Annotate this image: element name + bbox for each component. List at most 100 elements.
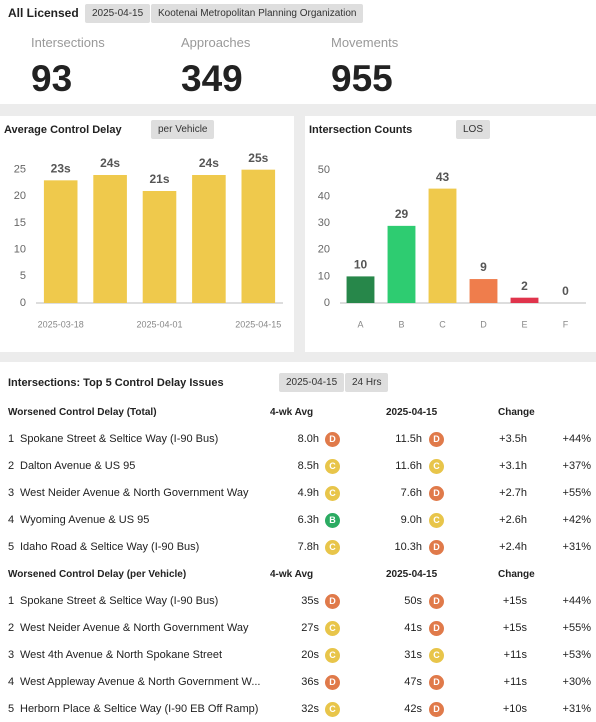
org-chip[interactable]: Kootenai Metropolitan Planning Organizat…	[151, 4, 364, 23]
chart: 0 5 10 15 20 25 23s 2025-03-18 24s 21s 2025-04-01 2…	[14, 151, 283, 329]
bar	[510, 297, 539, 303]
bar	[43, 180, 78, 303]
stat-label: Intersections	[31, 35, 105, 50]
intersection-name[interactable]: Herborn Place & Seltice Way (I-90 EB Off…	[20, 703, 259, 715]
rank: 5	[8, 541, 15, 553]
change: +2.7h	[499, 487, 527, 499]
value-label: 23s	[51, 162, 71, 176]
grade-badge: C	[429, 648, 444, 663]
y-tick-label: 5	[20, 270, 26, 282]
intersection-name[interactable]: Spokane Street & Seltice Way (I-90 Bus)	[20, 433, 219, 445]
grade-badge: C	[325, 459, 340, 474]
bar	[387, 225, 416, 303]
grade-badge: D	[429, 432, 444, 447]
change-pct: +30%	[562, 676, 591, 688]
filter-chip[interactable]: 24 Hrs	[345, 373, 389, 392]
intersection-name[interactable]: Idaho Road & Seltice Way (I-90 Bus)	[20, 541, 200, 553]
grade-badge: D	[429, 540, 444, 555]
change-pct: +55%	[562, 622, 591, 634]
date-chip[interactable]: 2025-04-15	[85, 4, 151, 23]
x-tick-label: D	[480, 319, 487, 329]
y-tick-label: 30	[318, 217, 330, 229]
current-delay: 9.0h	[400, 514, 422, 526]
page-title: All Licensed	[8, 6, 79, 20]
intersection-name[interactable]: West Appleway Avenue & North Government …	[20, 676, 261, 688]
toggle-chip[interactable]: per Vehicle	[151, 120, 215, 139]
value-label: 24s	[100, 156, 120, 170]
rank: 3	[8, 649, 15, 661]
change-pct: +31%	[562, 541, 591, 553]
change-pct: +53%	[562, 649, 591, 661]
rank: 1	[8, 595, 15, 607]
column-header: 4-wk Avg	[270, 407, 314, 418]
stat-value: 93	[31, 58, 73, 99]
y-tick-label: 20	[318, 244, 330, 256]
change-pct: +44%	[562, 433, 591, 445]
current-delay: 10.3h	[394, 541, 422, 553]
intersection-name[interactable]: West 4th Avenue & North Spokane Street	[20, 649, 222, 661]
grade-badge: C	[429, 513, 444, 528]
grade-badge: C	[325, 648, 340, 663]
current-delay: 50s	[404, 595, 422, 607]
column-header: Change	[498, 569, 535, 580]
current-delay: 42s	[404, 703, 422, 715]
current-delay: 7.6h	[400, 487, 422, 499]
change: +10s	[502, 703, 527, 715]
x-tick-label: A	[357, 319, 363, 329]
intersection-name[interactable]: West Neider Avenue & North Government Wa…	[20, 622, 249, 634]
change-pct: +55%	[562, 487, 591, 499]
current-delay: 41s	[404, 622, 422, 634]
table-panel: Intersections: Top 5 Control Delay Issue…	[0, 362, 596, 722]
grade-badge: D	[325, 675, 340, 690]
grade-badge: D	[429, 594, 444, 609]
change: +3.5h	[499, 433, 527, 445]
value-label: 9	[480, 260, 487, 274]
chart-title: Intersection Counts	[309, 124, 413, 136]
grade-badge: D	[429, 621, 444, 636]
value-label: 24s	[199, 156, 219, 170]
column-header: 4-wk Avg	[270, 569, 314, 580]
stat-label: Approaches	[181, 35, 251, 50]
rank: 3	[8, 487, 15, 499]
y-tick-label: 40	[318, 191, 330, 203]
grade-badge: C	[325, 486, 340, 501]
y-tick-label: 20	[14, 190, 26, 202]
avg-delay: 27s	[301, 622, 319, 634]
avg-delay: 4.9h	[297, 487, 319, 499]
change: +3.1h	[499, 460, 527, 472]
intersection-name[interactable]: Spokane Street & Seltice Way (I-90 Bus)	[20, 595, 219, 607]
current-delay: 11.5h	[395, 433, 422, 445]
rank: 5	[8, 703, 15, 715]
intersection-name[interactable]: West Neider Avenue & North Government Wa…	[20, 487, 249, 499]
change-pct: +37%	[562, 460, 591, 472]
change: +2.4h	[499, 541, 527, 553]
grade-badge: D	[429, 486, 444, 501]
filter-chip[interactable]: 2025-04-15	[279, 373, 345, 392]
x-tick-label: B	[398, 319, 404, 329]
y-tick-label: 15	[14, 217, 26, 229]
change: +15s	[502, 595, 527, 607]
y-tick-label: 25	[14, 164, 26, 176]
avg-delay: 8.0h	[297, 433, 319, 445]
avg-delay: 20s	[301, 649, 319, 661]
section-title: Worsened Control Delay (per Vehicle)	[8, 569, 187, 580]
chart-panel: Intersection Counts LOS 0 10 20 30 40 50 10 A 29 B 4…	[305, 116, 596, 352]
toggle-chip[interactable]: LOS	[456, 120, 491, 139]
value-label: 0	[562, 284, 569, 298]
current-delay: 31s	[404, 649, 422, 661]
bar	[192, 175, 226, 303]
y-tick-label: 10	[318, 270, 330, 282]
grade-badge: C	[325, 621, 340, 636]
change: +11s	[503, 676, 527, 688]
change-pct: +44%	[562, 595, 591, 607]
intersection-name[interactable]: Wyoming Avenue & US 95	[20, 514, 150, 526]
avg-delay: 32s	[301, 703, 319, 715]
intersection-name[interactable]: Dalton Avenue & US 95	[20, 460, 136, 472]
chart: 0 10 20 30 40 50 10 A 29 B 43 C 9 D 2 E 0 F	[318, 164, 586, 329]
x-tick-label: 2025-04-01	[136, 319, 182, 329]
avg-delay: 36s	[301, 676, 319, 688]
change: +11s	[503, 649, 527, 661]
avg-delay: 35s	[301, 595, 319, 607]
value-label: 10	[354, 258, 368, 272]
